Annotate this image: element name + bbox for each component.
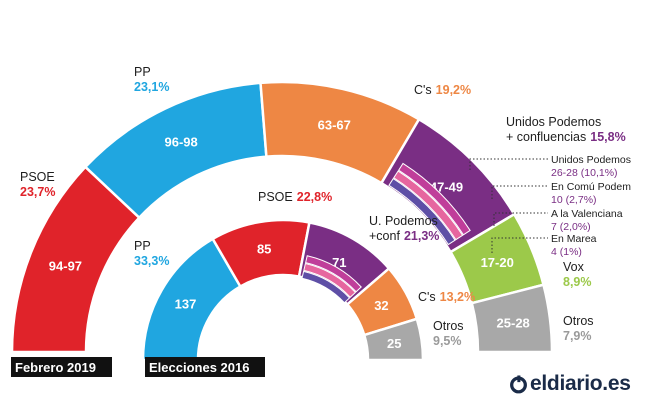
inner-otros-label: Otros 9,5% — [433, 319, 464, 348]
inner-seats-pp: 137 — [175, 296, 197, 311]
inner-title-badge-text: Elecciones 2016 — [149, 360, 249, 375]
outer-vox-name: Vox — [563, 260, 585, 274]
breakdown-unidos-podemos: Unidos Podemos 26-28 (10,1%) — [551, 154, 631, 179]
inner-up-pct: 21,3% — [404, 229, 439, 243]
inner-otros-name: Otros — [433, 319, 464, 333]
outer-otros-label: Otros 7,9% — [563, 314, 594, 343]
breakdown-name: Unidos Podemos — [551, 154, 631, 166]
inner-cs-label: C's 13,2% — [418, 290, 475, 304]
outer-seats-otros: 25-28 — [497, 315, 530, 330]
breakdown-detail: 10 (2,7%) — [551, 194, 597, 206]
outer-up-name-line1: Unidos Podemos — [506, 115, 601, 129]
inner-otros-pct: 9,5% — [433, 334, 462, 348]
inner-segment-otros — [362, 317, 425, 362]
outer-seats-c-s: 63-67 — [318, 117, 351, 132]
breakdown-leader-1 — [491, 185, 548, 199]
inner-cs-pct: 13,2% — [440, 290, 475, 304]
inner-psoe-pct: 22,8% — [297, 190, 332, 204]
inner-up-stripe-2 — [301, 270, 351, 304]
chart-overlay: PSOE 23,7%PP 23,1% C's 19,2%Unidos Podemos + … — [11, 65, 631, 377]
outer-pp-label: PP 23,1% — [134, 65, 169, 94]
inner-up-stripe-1 — [303, 262, 357, 298]
outer-pp-pct: 23,1% — [134, 80, 169, 94]
outer-cs-pct: 19,2% — [436, 83, 471, 97]
inner-pp-name: PP — [134, 239, 151, 253]
outer-cs-label: C's 19,2% — [414, 83, 471, 97]
breakdown-detail: 4 (1%) — [551, 246, 582, 258]
breakdown-name: En Marea — [551, 233, 597, 245]
inner-up-name-line2: +conf — [369, 229, 400, 243]
eldiario-logo-icon — [510, 374, 527, 393]
inner-pp-pct: 33,3% — [134, 254, 169, 268]
inner-seats-otros: 25 — [387, 336, 401, 351]
outer-title-badge-text: Febrero 2019 — [15, 360, 96, 375]
inner-pp-label: PP 33,3% — [134, 239, 169, 268]
breakdown-name: A la Valenciana — [551, 208, 623, 220]
outer-vox-label: Vox 8,9% — [563, 260, 592, 289]
breakdown-en-com-podem: En Comú Podem 10 (2,7%) — [551, 181, 631, 206]
inner-psoe-label: PSOE 22,8% — [258, 190, 332, 204]
inner-up-stripe-0 — [305, 255, 362, 293]
outer-up-label: Unidos Podemos + confluencias 15,8% — [506, 115, 626, 144]
outer-psoe-pct: 23,7% — [20, 185, 55, 199]
breakdown-leader-3 — [491, 237, 548, 253]
outer-seats-pp: 96-98 — [165, 134, 198, 149]
outer-otros-name: Otros — [563, 314, 594, 328]
outer-up-stripe-1 — [393, 170, 464, 241]
outer-seats-vox: 17-20 — [481, 255, 514, 270]
breakdown-en-marea: En Marea 4 (1%) — [551, 233, 597, 258]
inner-cs-name: C's — [418, 290, 436, 304]
inner-title-badge-bg — [145, 357, 265, 377]
inner-up-name-line1: U. Podemos — [369, 214, 438, 228]
breakdown-leader-0 — [469, 158, 548, 170]
outer-pp-name: PP — [134, 65, 151, 79]
outer-otros-pct: 7,9% — [563, 329, 592, 343]
breakdown-detail: 7 (2,0%) — [551, 221, 591, 233]
breakdown-detail: 26-28 (10,1%) — [551, 167, 618, 179]
outer-vox-pct: 8,9% — [563, 275, 592, 289]
breakdown-name: En Comú Podem — [551, 181, 631, 193]
breakdown-leader-2 — [493, 212, 548, 226]
inner-seats-psoe: 85 — [257, 242, 271, 257]
inner-psoe-name: PSOE — [258, 190, 293, 204]
outer-up-stripe-2 — [388, 177, 456, 246]
outer-cs-name: C's — [414, 83, 432, 97]
outer-up-stripe-0 — [397, 162, 471, 236]
outer-psoe-name: PSOE — [20, 170, 55, 184]
breakdown-a-la-valenciana: A la Valenciana 7 (2,0%) — [551, 208, 623, 233]
outer-seats-psoe: 94-97 — [49, 259, 82, 274]
brand-logo: eldiario.es — [509, 370, 631, 398]
outer-up-pct: 15,8% — [590, 130, 625, 144]
outer-title-badge-bg — [11, 357, 112, 377]
brand-name: eldiario.es — [530, 372, 631, 395]
outer-up-name-line2: + confluencias — [506, 130, 586, 144]
outer-psoe-label: PSOE 23,7% — [20, 170, 55, 199]
outer-segment-otros — [470, 283, 554, 354]
inner-up-label: U. Podemos +conf 21,3% — [369, 214, 439, 243]
inner-seats-c-s: 32 — [374, 298, 388, 313]
